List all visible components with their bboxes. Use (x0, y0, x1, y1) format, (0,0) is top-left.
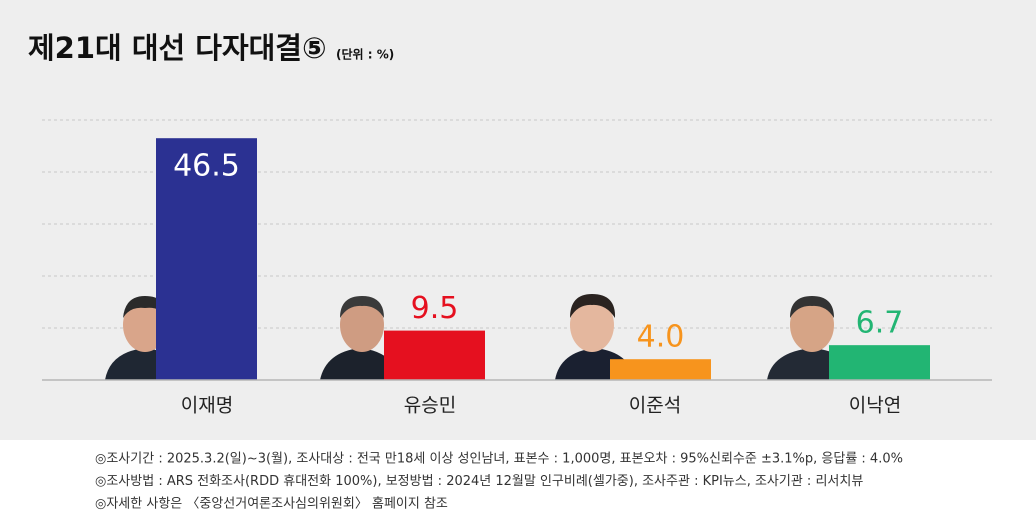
value-label: 46.5 (173, 149, 240, 184)
bar (610, 359, 711, 380)
footnotes: ◎조사기간 : 2025.3.2(일)~3(월), 조사대상 : 전국 만18세… (95, 452, 903, 512)
x-tick-label: 유승민 (404, 395, 456, 417)
bar (384, 330, 485, 380)
bar (156, 138, 257, 380)
x-tick-label: 이낙연 (849, 395, 901, 417)
footnote: ◎자세한 사항은 〈중앙선거여론조사심의위원회〉 홈페이지 참조 (95, 497, 448, 512)
x-tick-label: 이준석 (629, 395, 681, 417)
value-label: 6.7 (856, 306, 904, 341)
photo (320, 296, 400, 380)
chart-title: 제21대 대선 다자대결⑤ (28, 31, 327, 65)
footnote: ◎조사기간 : 2025.3.2(일)~3(월), 조사대상 : 전국 만18세… (95, 452, 903, 467)
footnote: ◎조사방법 : ARS 전화조사(RDD 휴대전화 100%), 보정방법 : … (95, 474, 863, 489)
bars: 46.5 이재명 9.5 유승민 4.0 이준석 6.7 이낙연 (156, 138, 930, 417)
value-label: 4.0 (637, 320, 685, 355)
photos (105, 294, 857, 380)
unit-label: (단위 : %) (336, 47, 394, 62)
x-tick-label: 이재명 (181, 395, 233, 417)
value-label: 9.5 (411, 291, 459, 326)
bar (829, 345, 930, 380)
